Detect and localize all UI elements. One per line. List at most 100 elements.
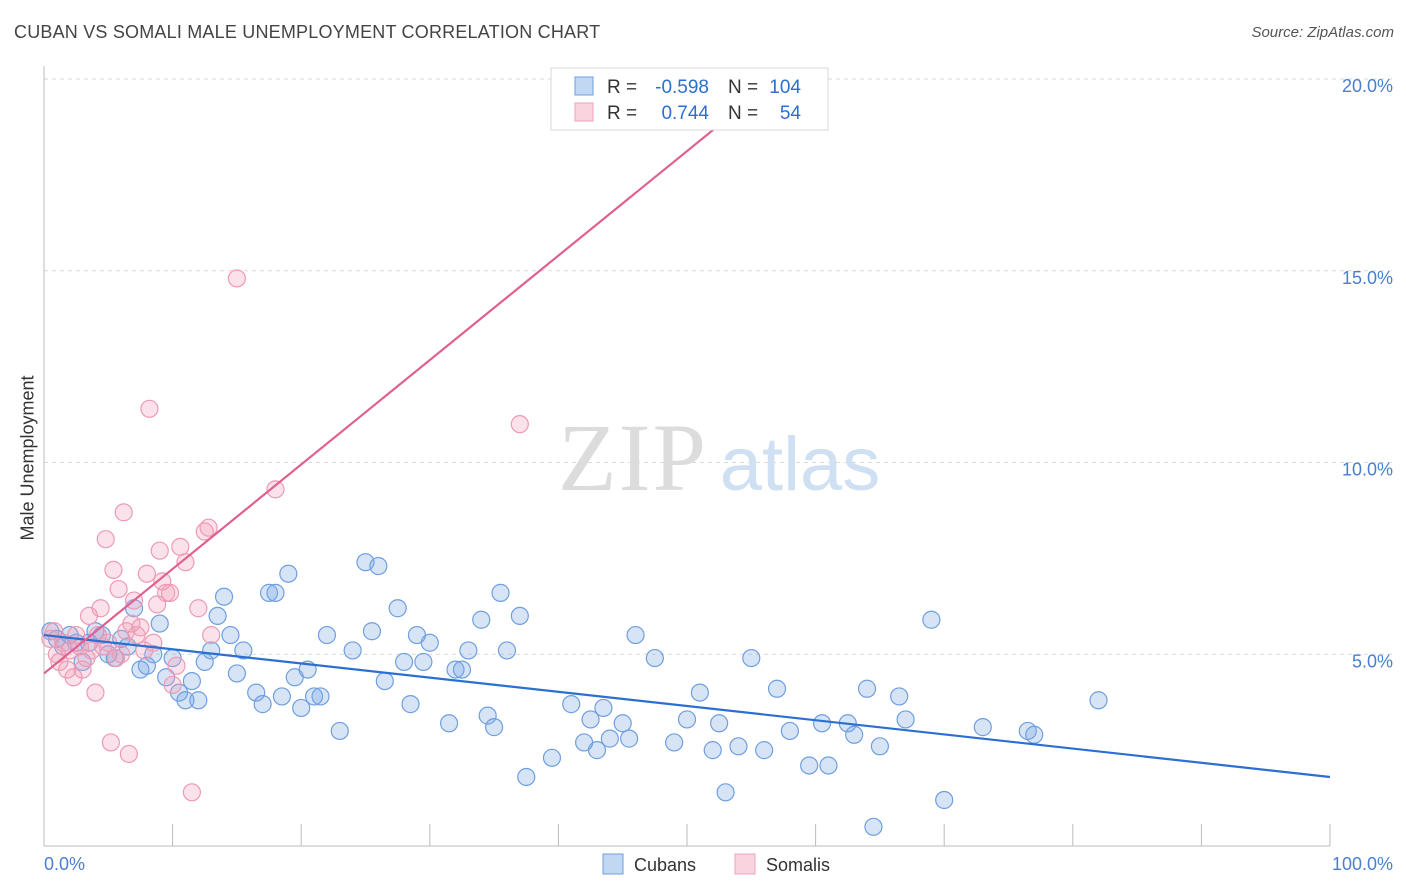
cubans-point-36 (279, 564, 298, 583)
cubans-point-98 (922, 610, 941, 629)
cubans-point-73 (613, 714, 632, 733)
stats-r-value-0: -0.598 (655, 77, 709, 98)
tick-labels: 5.0% 10.0% 15.0% 20.0% 0.0% 100.0% (44, 76, 1393, 874)
cubans-point-99 (935, 790, 954, 810)
somalis-point-39 (157, 583, 176, 602)
cubans-point-31 (247, 683, 266, 702)
cubans-point-27 (214, 587, 234, 606)
cubans-point-83 (729, 737, 748, 756)
stats-r-value-1: 0.744 (661, 103, 709, 124)
somalis-point-21 (104, 560, 123, 579)
somalis-point-31 (131, 618, 150, 637)
somalis-point-43 (171, 537, 190, 556)
cubans-point-67 (562, 695, 581, 714)
somalis-point-13 (82, 641, 101, 660)
y-tick-label-3: 20.0% (1342, 76, 1393, 96)
cubans-point-32 (253, 695, 272, 714)
somalis-legend-label: Somalis (766, 855, 830, 875)
cubans-point-59 (472, 610, 491, 629)
cubans-point-49 (388, 599, 407, 618)
cubans-point-47 (369, 556, 388, 576)
x-tick-label-1: 100.0% (1332, 854, 1393, 874)
cubans-point-61 (485, 718, 504, 737)
x-tick-label-0: 0.0% (44, 854, 85, 874)
cubans-point-44 (343, 641, 362, 660)
stats-legend-box (550, 67, 829, 131)
stats-r-label-1: R = (607, 103, 637, 124)
cubans-point-53 (414, 652, 433, 672)
cubans-point-93 (857, 679, 877, 698)
cubans-point-65 (517, 767, 536, 787)
somalis-point-37 (150, 541, 169, 560)
cubans-point-51 (401, 695, 420, 714)
cubans-point-60 (478, 706, 497, 725)
cubans-point-87 (780, 721, 799, 741)
somalis-point-40 (160, 583, 180, 602)
cubans-point-58 (459, 641, 478, 660)
cubans-point-63 (497, 641, 517, 660)
cubans-point-54 (420, 633, 439, 652)
cubans-point-96 (890, 687, 909, 706)
cubans-point-62 (491, 583, 510, 602)
cubans-point-35 (272, 687, 292, 706)
cubans-point-69 (581, 710, 600, 729)
cubans-point-100 (973, 718, 992, 737)
somalis-point-33 (137, 564, 156, 583)
stats-legend-swatch-1 (574, 102, 594, 122)
somalis-point-24 (112, 645, 131, 664)
somalis-point-45 (182, 783, 201, 802)
cubans-point-90 (819, 756, 838, 775)
cubans-point-72 (600, 729, 619, 748)
cubans-legend-swatch (602, 853, 624, 875)
cubans-point-29 (227, 664, 246, 683)
cubans-point-95 (870, 737, 890, 756)
somalis-point-10 (73, 660, 92, 679)
cubans-point-30 (234, 641, 253, 660)
somalis-point-18 (96, 530, 115, 549)
somalis-point-42 (167, 656, 186, 675)
stats-r-label-0: R = (607, 77, 637, 98)
cubans-point-34 (266, 583, 285, 602)
cubans-point-23 (189, 691, 208, 710)
cubans-point-92 (845, 725, 864, 744)
cubans-point-66 (542, 748, 562, 767)
watermark-zip: ZIP (558, 404, 708, 511)
somalis-point-14 (86, 683, 105, 702)
cubans-point-50 (394, 652, 414, 672)
watermark: ZIP atlas (558, 404, 880, 511)
stats-n-value-0: 104 (769, 77, 801, 98)
cubans-point-77 (665, 733, 684, 752)
cubans-point-38 (292, 698, 311, 718)
somalis-point-44 (176, 553, 195, 572)
points-layer (41, 77, 1108, 836)
cubans-point-56 (446, 660, 465, 679)
cubans-point-57 (452, 660, 472, 679)
axes-layer (43, 66, 1331, 847)
source-label: Source: ZipAtlas.com (1251, 24, 1394, 41)
cubans-point-22 (182, 671, 201, 691)
stats-n-value-1: 54 (780, 103, 802, 124)
somalis-point-27 (119, 744, 138, 764)
somalis-point-23 (109, 579, 128, 599)
series-legend: Cubans Somalis (602, 853, 830, 875)
cubans-point-40 (304, 687, 324, 706)
cubans-point-80 (703, 741, 722, 760)
cubans-point-17 (150, 614, 169, 633)
cubans-point-89 (812, 714, 832, 733)
trend-layer (43, 124, 1331, 779)
cubans-point-26 (208, 606, 227, 626)
cubans-point-79 (690, 683, 709, 702)
somalis-legend-swatch (734, 853, 756, 875)
cubans-trend-line (43, 633, 1331, 779)
cubans-point-86 (767, 679, 787, 698)
cubans-point-21 (176, 691, 195, 710)
somalis-point-46 (189, 599, 208, 618)
somalis-point-48 (199, 518, 218, 537)
chart-title: CUBAN VS SOMALI MALE UNEMPLOYMENT CORREL… (14, 22, 601, 42)
cubans-point-48 (375, 671, 394, 691)
cubans-point-76 (645, 648, 664, 668)
cubans-point-70 (587, 741, 607, 760)
cubans-point-64 (510, 606, 529, 626)
somalis-point-20 (101, 733, 120, 752)
cubans-legend-label: Cubans (634, 855, 696, 875)
